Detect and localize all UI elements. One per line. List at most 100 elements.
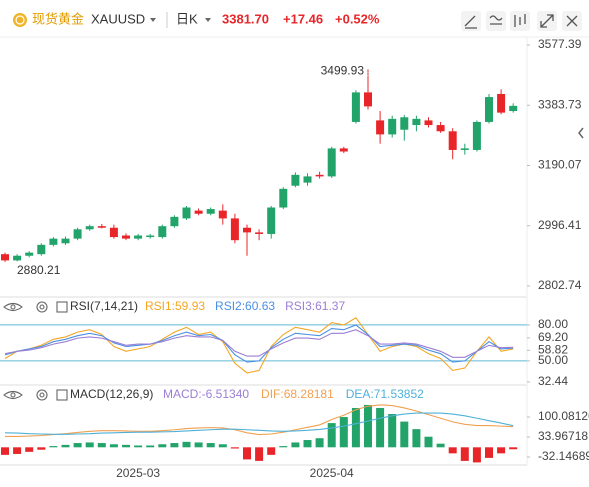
period-caret[interactable]	[205, 18, 211, 22]
candle-body	[400, 117, 409, 130]
macd-bar	[255, 447, 264, 461]
macd-bar	[158, 444, 167, 448]
macd-bar	[218, 444, 227, 448]
macd-bar	[424, 436, 433, 448]
collapse-arrow[interactable]	[578, 127, 584, 139]
symbol[interactable]: XAUUSD	[91, 11, 145, 26]
macd-bar	[485, 447, 493, 458]
instrument-name[interactable]: 现货黄金	[32, 11, 84, 26]
macd-line	[5, 404, 514, 437]
gold-icon	[13, 13, 27, 27]
rsi-checkbox[interactable]	[56, 301, 68, 313]
candle-body	[122, 235, 130, 239]
macd-bar	[85, 442, 94, 448]
candle-body	[194, 210, 203, 214]
price-change-pct: +0.52%	[335, 11, 380, 26]
rsi-visibility-icon[interactable]	[3, 302, 23, 312]
candle-body	[206, 209, 215, 214]
y-tick-label: 2996.41	[538, 218, 582, 232]
rsi-line	[4, 324, 514, 363]
candle-body	[85, 226, 94, 230]
y-tick-label: 100.08126	[538, 409, 589, 423]
macd-bar	[61, 444, 70, 448]
macd-bar	[49, 446, 58, 448]
macd-bar	[509, 447, 518, 450]
macd-line	[4, 412, 514, 435]
candle-body	[339, 148, 348, 152]
candle-body	[13, 255, 22, 261]
macd-checkbox[interactable]	[56, 389, 68, 401]
candle-body	[279, 188, 288, 208]
legend-entry: RSI3:61.37	[285, 299, 345, 313]
macd-bar	[13, 447, 22, 454]
high-label: 3499.93	[321, 63, 365, 77]
candle-body	[424, 120, 433, 126]
candle-body	[327, 148, 336, 177]
draw-tool-button[interactable]	[461, 11, 481, 31]
macd-bar	[364, 404, 372, 448]
candle-body	[315, 174, 324, 177]
candle-body	[412, 118, 421, 126]
macd-bar	[37, 447, 46, 450]
candle-body	[134, 235, 143, 239]
legend-entry: RSI2:60.63	[215, 299, 275, 313]
macd-bar	[134, 445, 143, 448]
period[interactable]: 日K	[176, 11, 198, 26]
candle-body	[364, 92, 372, 107]
legend-entry: DIF:68.28181	[261, 387, 334, 401]
candle-body	[460, 148, 469, 150]
axis-marker-label: 58.82	[538, 342, 568, 356]
candle-body	[49, 238, 58, 245]
candle-body	[97, 226, 106, 228]
gold-icon-ring	[15, 15, 25, 25]
macd-bar	[315, 438, 324, 448]
close-button[interactable]	[562, 11, 582, 31]
candle-body	[218, 210, 227, 219]
candle-body	[109, 227, 118, 238]
candle-body	[37, 244, 46, 255]
macd-bar	[1, 447, 9, 455]
macd-bar	[460, 447, 469, 461]
candle-body	[146, 235, 155, 238]
candle-body	[376, 120, 385, 135]
legend-entry: DEA:71.53852	[346, 387, 424, 401]
symbol-caret[interactable]	[150, 18, 156, 22]
y-tick-label: 3383.73	[538, 97, 582, 111]
macd-bar	[97, 443, 106, 448]
x-tick-label: 2025-04	[310, 466, 354, 480]
candle-body	[61, 238, 70, 244]
macd-bar	[122, 444, 130, 448]
indicator-button[interactable]	[486, 11, 506, 31]
macd-title: MACD(12,26,9)	[70, 387, 153, 401]
candle-body	[485, 97, 493, 122]
macd-bar	[194, 442, 203, 448]
macd-bar	[146, 445, 155, 448]
fullscreen-button[interactable]	[537, 11, 557, 31]
axis-marker-label: 32.44	[538, 374, 568, 388]
macd-visibility-icon[interactable]	[3, 390, 23, 400]
macd-settings-icon[interactable]	[36, 389, 48, 401]
low-label: 2880.21	[17, 263, 61, 277]
chart-type-button[interactable]	[510, 11, 530, 31]
macd-bar	[376, 407, 385, 448]
candle-body	[25, 252, 34, 256]
candle-body	[497, 93, 506, 113]
macd-bar	[182, 441, 191, 448]
axis-marker-label: 69.20	[538, 330, 568, 344]
candle-body	[388, 118, 397, 135]
rsi-title: RSI(7,14,21)	[70, 299, 138, 313]
rsi-settings-icon[interactable]	[36, 301, 48, 313]
y-tick-label: 33.96718	[538, 429, 588, 443]
macd-bar	[279, 446, 288, 448]
candle-body	[509, 105, 518, 112]
candle-body	[267, 207, 276, 234]
candle-body	[158, 226, 167, 238]
candle-body	[73, 229, 82, 239]
macd-bar	[230, 447, 239, 449]
candle-body	[170, 216, 179, 227]
macd-bar	[388, 414, 397, 448]
candle-body	[230, 218, 239, 241]
macd-bar	[472, 447, 481, 463]
rsi-line	[4, 317, 514, 374]
